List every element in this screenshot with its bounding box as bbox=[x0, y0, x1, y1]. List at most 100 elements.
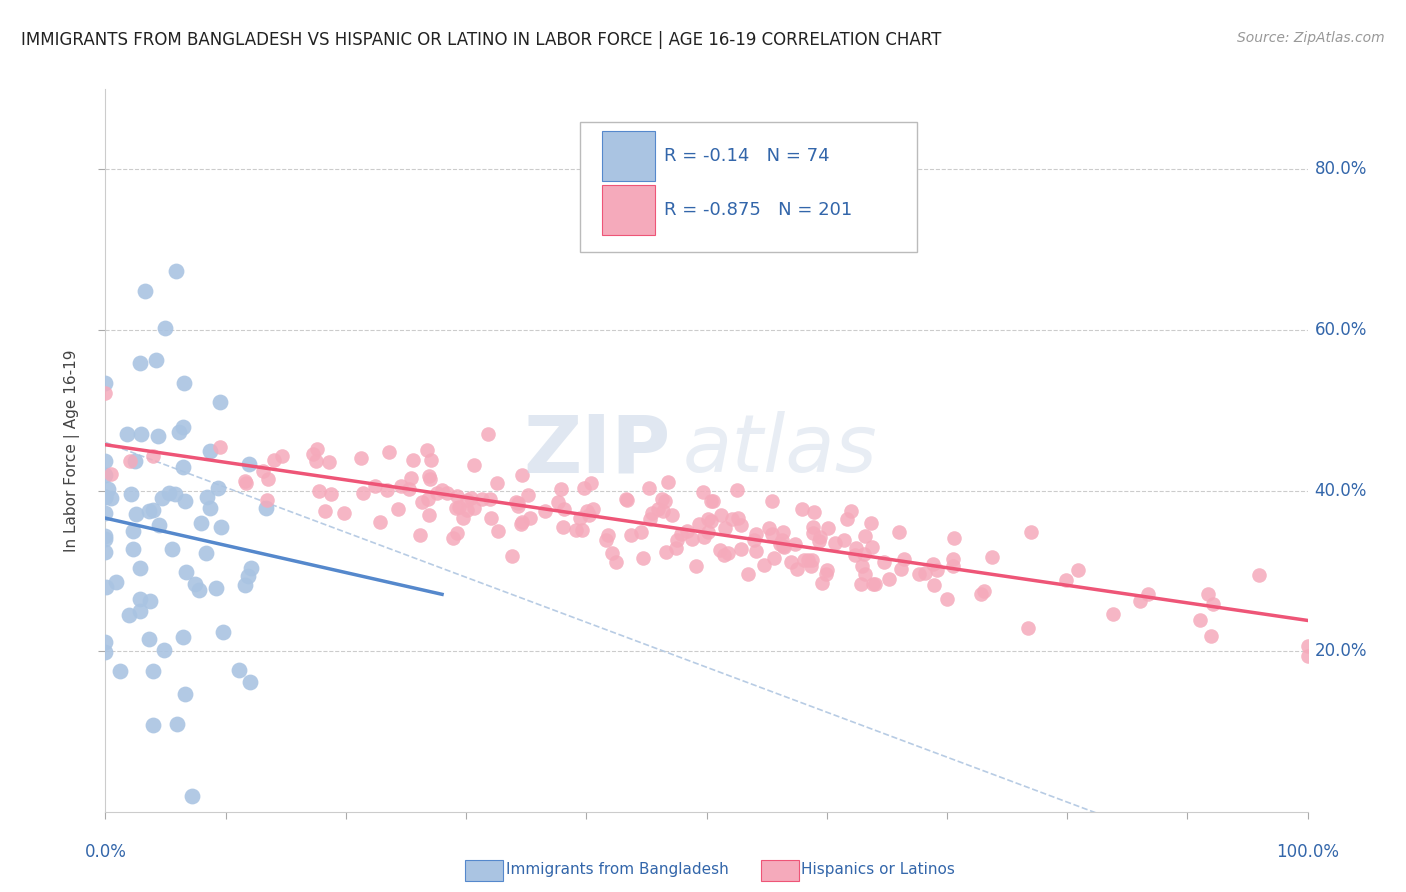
Point bbox=[742, 533, 765, 547]
Point bbox=[1197, 587, 1219, 601]
Point bbox=[800, 559, 823, 574]
Point bbox=[605, 556, 627, 570]
Point bbox=[681, 533, 703, 547]
Point bbox=[122, 524, 145, 538]
Point bbox=[844, 549, 866, 563]
Point bbox=[172, 420, 194, 434]
Point bbox=[194, 546, 217, 560]
Point bbox=[595, 533, 617, 547]
Point bbox=[837, 512, 859, 526]
Point bbox=[702, 493, 724, 508]
Point bbox=[333, 506, 356, 520]
Point bbox=[509, 517, 531, 532]
Text: R = -0.14   N = 74: R = -0.14 N = 74 bbox=[665, 147, 830, 165]
Point bbox=[172, 459, 194, 474]
Point bbox=[190, 516, 212, 531]
Point bbox=[839, 503, 862, 517]
Point bbox=[1129, 594, 1152, 608]
Point bbox=[139, 594, 162, 608]
Point bbox=[142, 449, 165, 463]
Point bbox=[801, 520, 824, 534]
Point bbox=[436, 486, 458, 500]
Point bbox=[446, 500, 468, 515]
Point bbox=[463, 501, 485, 516]
Point bbox=[211, 625, 233, 640]
Point bbox=[239, 675, 262, 690]
Point bbox=[150, 491, 173, 505]
Point bbox=[238, 458, 260, 472]
Point bbox=[873, 555, 896, 569]
Point bbox=[236, 569, 259, 583]
Point bbox=[508, 500, 530, 514]
Point bbox=[142, 664, 165, 678]
Point bbox=[235, 476, 257, 491]
Point bbox=[208, 440, 231, 454]
Point bbox=[576, 504, 599, 518]
Point bbox=[744, 527, 766, 541]
Point bbox=[533, 503, 555, 517]
Point bbox=[505, 495, 527, 509]
Point bbox=[860, 541, 883, 555]
Point bbox=[105, 574, 128, 589]
Point bbox=[198, 443, 221, 458]
Point bbox=[389, 479, 412, 493]
Point bbox=[1202, 597, 1225, 611]
Point bbox=[456, 503, 478, 517]
Point bbox=[865, 577, 887, 591]
Point bbox=[209, 520, 232, 534]
Point bbox=[652, 503, 675, 517]
Point bbox=[581, 476, 603, 491]
Point bbox=[824, 536, 846, 550]
Point bbox=[174, 687, 197, 701]
Point bbox=[124, 454, 146, 468]
Point bbox=[510, 515, 533, 529]
Point bbox=[352, 485, 374, 500]
Point bbox=[314, 503, 336, 517]
Point bbox=[138, 632, 160, 646]
Point bbox=[416, 442, 439, 457]
Point bbox=[375, 483, 398, 497]
Point bbox=[942, 552, 965, 566]
Point bbox=[815, 567, 838, 582]
Point bbox=[845, 541, 868, 555]
FancyBboxPatch shape bbox=[602, 131, 655, 181]
Point bbox=[364, 478, 387, 492]
Point bbox=[142, 717, 165, 731]
Point bbox=[676, 524, 699, 538]
Point bbox=[233, 577, 256, 591]
FancyBboxPatch shape bbox=[602, 186, 655, 235]
Point bbox=[790, 502, 813, 516]
Point bbox=[94, 490, 117, 504]
Point bbox=[263, 453, 285, 467]
Point bbox=[727, 510, 749, 524]
FancyBboxPatch shape bbox=[581, 121, 917, 252]
Point bbox=[572, 481, 595, 495]
Point bbox=[419, 472, 441, 486]
Point bbox=[318, 455, 340, 469]
Point bbox=[233, 474, 256, 488]
Point bbox=[148, 517, 170, 532]
Point bbox=[980, 549, 1002, 564]
Point bbox=[305, 454, 328, 468]
Point bbox=[166, 717, 188, 731]
Point bbox=[925, 563, 948, 577]
Point bbox=[350, 451, 373, 466]
Point bbox=[908, 566, 931, 581]
Point bbox=[890, 561, 912, 575]
Point bbox=[1296, 639, 1319, 653]
Point bbox=[108, 664, 131, 678]
Point bbox=[120, 487, 142, 501]
Point bbox=[167, 425, 190, 439]
Point bbox=[654, 494, 676, 508]
Point bbox=[377, 445, 399, 459]
Point bbox=[616, 492, 638, 507]
Point bbox=[655, 544, 678, 558]
Point bbox=[142, 503, 165, 517]
Point bbox=[519, 511, 541, 525]
Point bbox=[426, 485, 449, 500]
Point bbox=[769, 537, 792, 551]
Point bbox=[815, 563, 838, 577]
Point bbox=[737, 567, 759, 582]
Point bbox=[145, 352, 167, 367]
Point bbox=[207, 481, 229, 495]
